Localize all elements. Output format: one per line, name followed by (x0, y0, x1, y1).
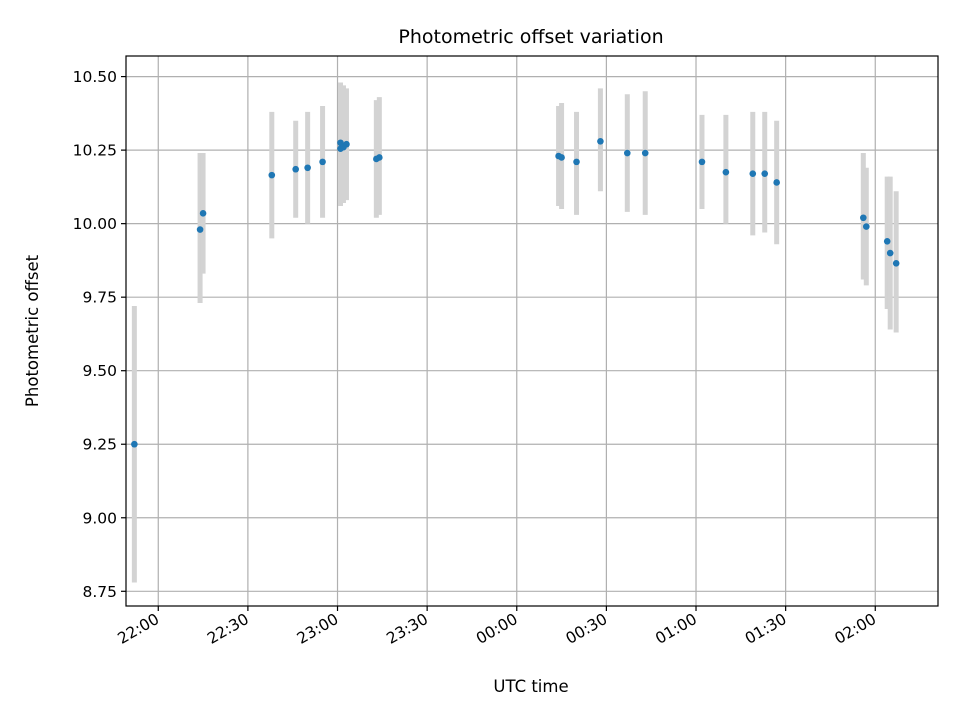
x-axis-label: UTC time (493, 677, 568, 696)
data-point (761, 170, 769, 177)
grid (126, 56, 938, 606)
data-point (558, 154, 565, 161)
data-point (886, 249, 894, 257)
y-tick-label: 9.25 (82, 436, 117, 454)
data-point (199, 210, 207, 217)
data-point (698, 158, 706, 166)
data-point (292, 165, 299, 173)
plot-frame (125, 55, 939, 607)
data-point (268, 171, 276, 179)
y-tick-label: 8.75 (82, 583, 117, 601)
data-point (883, 237, 891, 245)
chart-title: Photometric offset variation (398, 26, 663, 48)
y-axis-label: Photometric offset (23, 254, 42, 407)
y-tick-label: 9.75 (82, 289, 117, 307)
data-point (376, 154, 383, 161)
data-point (597, 137, 604, 145)
data-point (892, 260, 900, 267)
y-tick-label: 10.25 (73, 142, 117, 160)
data-point (773, 179, 780, 186)
y-tick-label: 9.50 (82, 362, 117, 380)
data-point (319, 158, 326, 166)
data-point (863, 223, 870, 230)
data-point (641, 149, 649, 157)
data-point (624, 149, 631, 157)
data-point (722, 168, 730, 176)
y-tick-label: 10.00 (73, 215, 117, 233)
data-point (131, 440, 138, 448)
y-tick-label: 9.00 (82, 509, 117, 527)
data-point (749, 170, 757, 177)
data-point (343, 140, 350, 148)
data-point (573, 158, 580, 166)
data-point (196, 226, 204, 233)
y-tick-label: 10.50 (73, 68, 117, 86)
data-point (860, 214, 867, 222)
data-points (131, 137, 900, 448)
data-point (304, 164, 311, 172)
